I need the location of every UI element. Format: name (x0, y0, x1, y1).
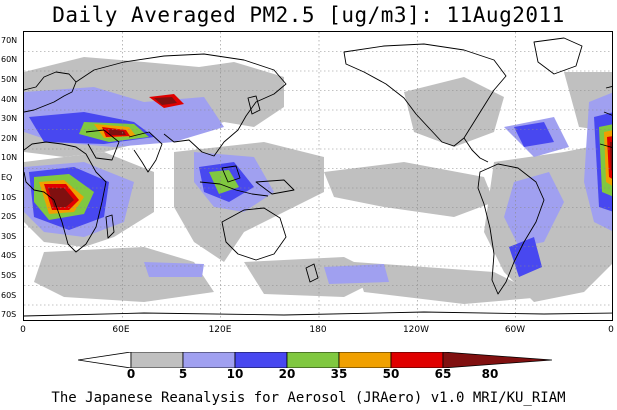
lon-label-60w: 60W (504, 325, 526, 335)
lat-label-70n: 70N (1, 36, 18, 45)
lat-label-60n: 60N (1, 55, 18, 64)
lon-label-60e: 60E (112, 325, 130, 335)
map-grid (24, 32, 612, 320)
lat-label-50n: 50N (1, 75, 18, 84)
colorbar-segment-below-0 (78, 352, 132, 368)
lat-label-20s: 20S (1, 212, 17, 221)
lon-label-120w: 120W (402, 325, 430, 335)
lon-label-0-right: 0 (608, 325, 614, 335)
colorbar-label-35: 35 (330, 367, 348, 381)
colorbar-segment-20-35 (286, 352, 340, 368)
lat-label-60s: 60S (1, 291, 17, 300)
colorbar-label-20: 20 (278, 367, 296, 381)
colorbar-segment-10-20 (234, 352, 288, 368)
colorbar-label-80: 80 (481, 367, 499, 381)
coastlines (24, 37, 612, 317)
lat-label-10n: 10N (1, 153, 18, 162)
colorbar-segment-0-5 (130, 352, 184, 368)
lat-label-30s: 30S (1, 232, 17, 241)
lat-label-30n: 30N (1, 114, 18, 123)
lat-label-70s: 70S (1, 310, 17, 319)
lat-label-50s: 50S (1, 271, 17, 280)
lat-label-20n: 20N (1, 134, 18, 143)
colorbar-segment-35-50 (338, 352, 392, 368)
colorbar-label-65: 65 (434, 367, 452, 381)
map-title: Daily Averaged PM2.5 [ug/m3]: 11Aug2011 (52, 3, 565, 27)
lon-label-0: 0 (20, 325, 26, 335)
colorbar-label-10: 10 (226, 367, 244, 381)
colorbar (78, 352, 552, 368)
lat-label-40n: 40N (1, 95, 18, 104)
pm25-map-canvas (24, 32, 612, 320)
colorbar-label-0: 0 (126, 367, 136, 381)
colorbar-segment-5-10 (182, 352, 236, 368)
colorbar-label-50: 50 (382, 367, 400, 381)
lat-label-40s: 40S (1, 251, 17, 260)
colorbar-segment-50-65 (390, 352, 444, 368)
lat-label-eq: EQ (1, 173, 13, 182)
lon-label-120e: 120E (208, 325, 232, 335)
colorbar-label-5: 5 (178, 367, 188, 381)
lat-label-10s: 10S (1, 193, 17, 202)
data-source-credit: The Japanese Reanalysis for Aerosol (JRA… (51, 390, 566, 406)
lon-label-180: 180 (309, 325, 327, 335)
pm25-map (23, 31, 613, 321)
colorbar-segment-above-80 (442, 352, 552, 368)
